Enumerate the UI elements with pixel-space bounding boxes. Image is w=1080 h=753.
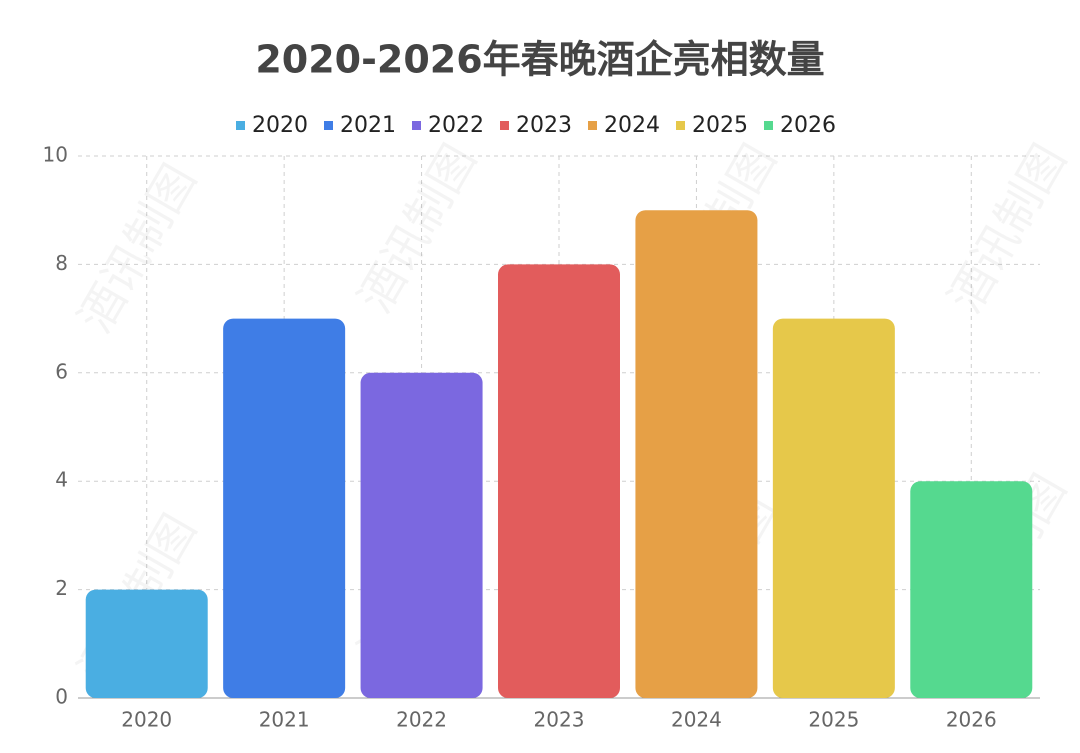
legend-swatch xyxy=(236,121,245,130)
y-tick-label: 2 xyxy=(55,576,68,600)
legend-swatch xyxy=(676,121,685,130)
y-tick-label: 8 xyxy=(55,251,68,275)
legend-swatch xyxy=(324,121,333,130)
legend-label: 2020 xyxy=(252,113,308,138)
legend-label: 2022 xyxy=(428,113,484,138)
bar xyxy=(910,481,1033,698)
bar xyxy=(360,372,483,698)
legend-swatch xyxy=(588,121,597,130)
x-tick-label: 2025 xyxy=(808,708,859,732)
legend-label: 2021 xyxy=(340,113,396,138)
bar xyxy=(498,264,620,698)
bar xyxy=(635,210,758,698)
x-tick-label: 2022 xyxy=(396,708,447,732)
x-tick-label: 2021 xyxy=(259,708,310,732)
x-tick-label: 2020 xyxy=(121,708,172,732)
legend-swatch xyxy=(412,121,421,130)
legend-label: 2026 xyxy=(780,113,836,138)
legend-label: 2025 xyxy=(692,113,748,138)
bar xyxy=(772,318,895,698)
chart-title: 2020-2026年春晚酒企亮相数量 xyxy=(255,38,824,82)
legend-swatch xyxy=(500,121,509,130)
y-tick-label: 10 xyxy=(43,143,68,167)
y-tick-label: 6 xyxy=(55,359,68,383)
y-tick-label: 0 xyxy=(55,685,68,709)
x-tick-label: 2026 xyxy=(946,708,997,732)
x-tick-label: 2023 xyxy=(534,708,585,732)
bar xyxy=(85,589,208,698)
y-tick-label: 4 xyxy=(55,468,68,492)
legend-swatch xyxy=(764,121,773,130)
legend-label: 2024 xyxy=(604,113,660,138)
x-tick-label: 2024 xyxy=(671,708,722,732)
bar xyxy=(223,318,346,698)
legend-label: 2023 xyxy=(516,113,572,138)
